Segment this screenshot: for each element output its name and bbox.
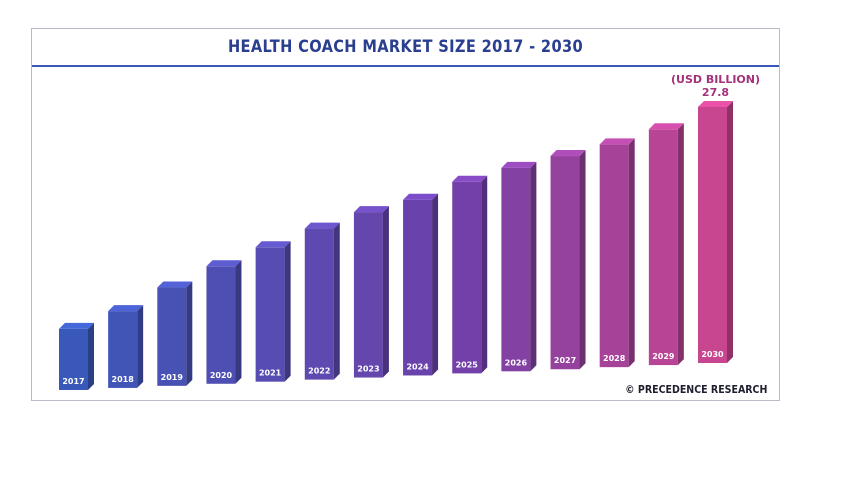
bar-label-2027: 2027 [554,356,576,365]
bar-front [108,311,138,388]
bar-2022: 2022 [304,222,340,380]
bar-front [157,287,187,386]
bar-top [403,193,439,200]
bar-side [235,260,242,384]
bar-label-2020: 2020 [210,371,233,380]
bar-label-2030: 2030 [701,350,724,359]
bar-label-2022: 2022 [308,367,330,376]
bar-side [579,150,586,370]
bar-top [108,305,144,312]
bar-top [698,101,733,107]
bar-2020: 2020 [206,260,242,384]
bar-label-2025: 2025 [456,360,479,369]
bar-2026: 2026 [501,161,537,372]
bar-front [403,199,433,376]
bar-label-2028: 2028 [603,354,626,363]
bar-top [206,260,242,267]
bar-side [186,281,193,386]
bar-top [157,281,193,288]
bar-front [59,328,88,390]
unit-annotation: (USD BILLION) [671,73,760,86]
bar-label-2019: 2019 [161,373,184,382]
bar-front [255,247,285,382]
bar-side [333,222,340,380]
bar-side [432,193,439,376]
bar-2028: 2028 [599,138,635,368]
bar-label-2026: 2026 [505,358,528,367]
bars-group: 2017 2018 2019 2020 2021 2022 2023 2024 2025 2026… [59,101,733,390]
bar-label-2021: 2021 [259,369,282,378]
bar-2030: 2030 [698,101,733,363]
bar-2017: 2017 [59,322,94,390]
bar-side [530,161,537,372]
bar-label-2029: 2029 [652,352,675,361]
bar-2025: 2025 [452,175,488,374]
bar-top [304,222,340,229]
bar-front [599,144,629,368]
bar-2021: 2021 [255,241,291,382]
bar-front [501,167,531,372]
chart-title: HEALTH COACH MARKET SIZE 2017 - 2030 [227,37,584,57]
bar-side [481,175,488,374]
bar-front [206,266,236,384]
bar-front [648,129,678,366]
value-label-2030: 27.8 [702,86,729,99]
bar-2019: 2019 [157,281,193,386]
bar-label-2023: 2023 [357,365,379,374]
title-band: HEALTH COACH MARKET SIZE 2017 - 2030 [32,29,779,67]
bar-2027: 2027 [550,150,586,370]
bar-front [353,212,383,378]
bar-top [550,150,586,157]
bar-chart: 2017 2018 2019 2020 2021 2022 2023 2024 2025 2026… [59,73,760,390]
bar-top [353,206,389,213]
bar-2029: 2029 [648,123,684,366]
bar-top [501,161,537,168]
bar-side [284,241,291,382]
bar-side [88,322,94,390]
bar-2023: 2023 [353,206,389,378]
bar-label-2024: 2024 [406,362,429,371]
bar-front [304,228,334,380]
bar-front [550,156,580,370]
bar-top [255,241,291,248]
bar-side [677,123,684,366]
bar-top [452,175,488,182]
bar-label-2017: 2017 [62,377,84,386]
copyright-label: © PRECEDENCE RESEARCH [624,383,767,396]
bar-top [59,322,94,329]
bar-front [698,107,727,363]
bar-2024: 2024 [403,193,439,376]
bar-top [599,138,635,145]
bar-top [648,123,684,130]
bar-side [382,206,389,378]
bar-side [137,305,144,388]
bar-side [727,101,733,363]
bar-2018: 2018 [108,305,144,388]
chart-frame: HEALTH COACH MARKET SIZE 2017 - 2030 201… [31,28,780,401]
bar-label-2018: 2018 [112,375,135,384]
bar-side [628,138,635,368]
bar-front [452,181,482,374]
